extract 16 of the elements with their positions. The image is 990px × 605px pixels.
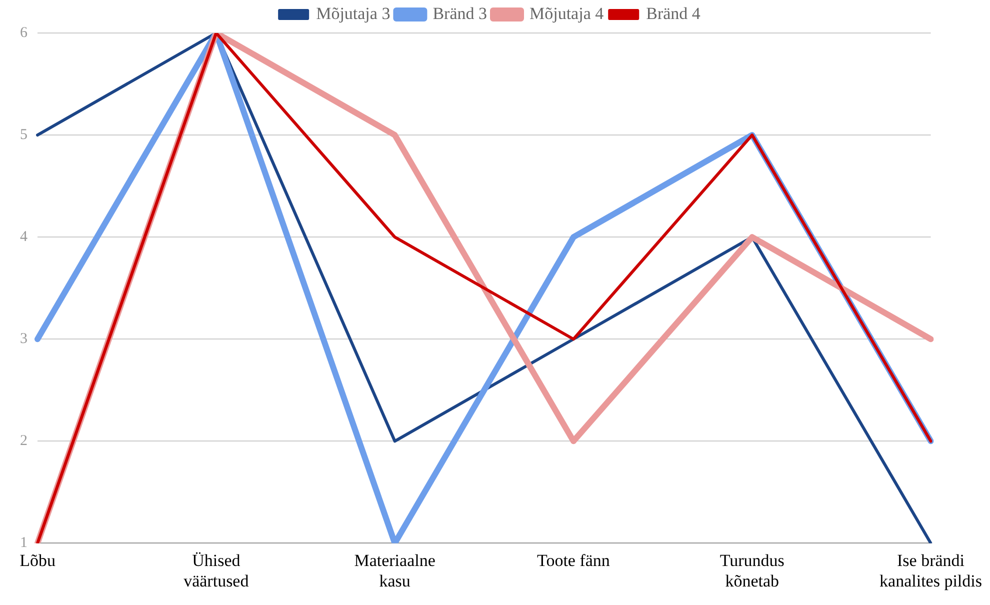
x-tick-label: Ise brändi kanalites pildis <box>880 550 982 590</box>
x-tick-label: Turundus kõnetab <box>720 550 784 590</box>
x-tick-label: Toote fänn <box>536 550 610 570</box>
legend-label: Bränd 4 <box>646 4 701 23</box>
y-tick-label: 1 <box>20 535 28 552</box>
legend-label: Mõjutaja 4 <box>530 4 604 23</box>
x-tick-label: Ühised väärtused <box>184 550 250 590</box>
y-tick-label: 3 <box>20 331 28 348</box>
y-tick-label: 5 <box>20 126 28 143</box>
legend-label: Mõjutaja 3 <box>316 4 390 23</box>
y-tick-label: 2 <box>20 433 28 450</box>
y-tick-label: 4 <box>20 229 28 246</box>
x-tick-label: Lõbu <box>20 550 56 570</box>
legend-label: Bränd 3 <box>432 4 487 23</box>
y-tick-label: 6 <box>20 24 28 41</box>
x-tick-label: Materiaalne kasu <box>354 550 436 590</box>
